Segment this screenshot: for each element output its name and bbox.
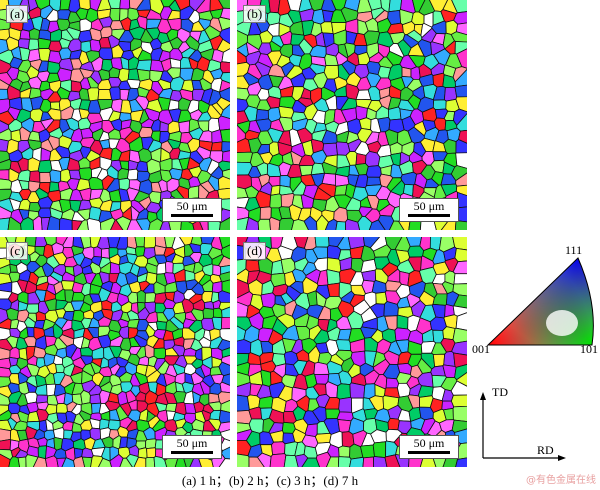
panel-label-c: (c): [6, 242, 29, 260]
scale-bar-b: 50 μm: [399, 198, 459, 222]
watermark: @有色金属在线: [526, 475, 596, 486]
grains-b: [237, 0, 467, 230]
grain-map-b: [237, 0, 467, 230]
scale-bar-a: 50 μm: [162, 198, 222, 222]
scale-bar-d: 50 μm: [399, 435, 459, 459]
ipf-color-triangle: [486, 257, 594, 346]
ipf-label-001: 001: [472, 342, 490, 356]
scale-bar-line-c: [171, 451, 213, 454]
td-rd-axes: [480, 392, 566, 461]
grain-map-d: [237, 237, 467, 467]
grain-map-c: [0, 237, 230, 467]
figure-caption: (a) 1 h；(b) 2 h；(c) 3 h；(d) 7 h: [181, 473, 359, 488]
grains-a: [0, 0, 230, 230]
scale-bar-c: 50 μm: [162, 435, 222, 459]
scale-bar-text-c: 50 μm: [176, 436, 208, 450]
ebsd-map-panel-d: (d) 50 μm: [237, 237, 467, 467]
grain-map-a: [0, 0, 230, 230]
rd-axis-label: RD: [537, 443, 554, 457]
ebsd-map-panel-a: (a) 50 μm: [0, 0, 230, 230]
grains-d: [237, 237, 467, 467]
panel-label-d: (d): [243, 242, 267, 260]
ebsd-map-panel-b: (b) 50 μm: [237, 0, 467, 230]
td-axis-label: TD: [492, 385, 508, 399]
scale-bar-text-a: 50 μm: [176, 199, 208, 213]
ipf-label-111: 111: [565, 243, 583, 257]
panel-label-a: (a): [6, 5, 29, 23]
scale-bar-text-d: 50 μm: [413, 436, 445, 450]
ebsd-map-panel-c: (c) 50 μm: [0, 237, 230, 467]
ipf-label-101: 101: [580, 342, 598, 356]
scale-bar-line-d: [408, 451, 450, 454]
panel-label-b: (b): [243, 5, 267, 23]
scale-bar-text-b: 50 μm: [413, 199, 445, 213]
grains-c: [0, 237, 230, 467]
scale-bar-line-a: [171, 214, 213, 217]
scale-bar-line-b: [408, 214, 450, 217]
